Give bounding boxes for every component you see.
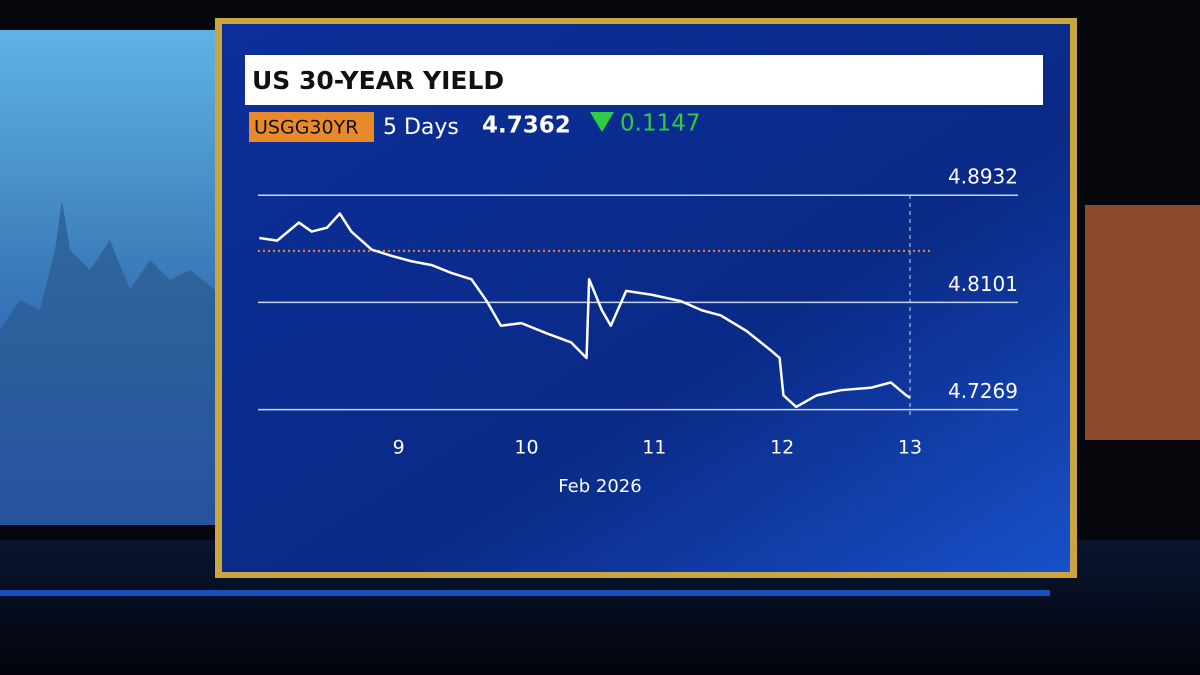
chart-title: US 30-YEAR YIELD <box>252 66 504 95</box>
x-tick-label: 12 <box>770 437 794 459</box>
floor-light <box>0 590 1050 596</box>
ticker-box <box>249 112 374 142</box>
wood-panel <box>1085 205 1200 440</box>
x-tick-label: 10 <box>514 437 538 459</box>
change-arrow <box>590 112 614 132</box>
last-value: 4.7362 <box>482 113 571 139</box>
ticker: USGG30YR <box>254 117 358 139</box>
skyline <box>0 200 215 525</box>
series-line <box>259 212 911 409</box>
x-tick-label: 9 <box>393 437 405 459</box>
x-tick-label: 11 <box>642 437 666 459</box>
x-axis-label: Feb 2026 <box>558 476 641 497</box>
title-bar <box>245 55 1043 105</box>
y-tick-label: 4.7269 <box>948 379 1018 403</box>
x-tick-label: 13 <box>898 437 922 459</box>
y-tick-label: 4.8101 <box>948 272 1018 296</box>
screen <box>222 24 1070 572</box>
period: 5 Days <box>383 115 459 140</box>
change-value: 0.1147 <box>620 111 700 137</box>
y-tick-label: 4.8932 <box>948 165 1018 189</box>
